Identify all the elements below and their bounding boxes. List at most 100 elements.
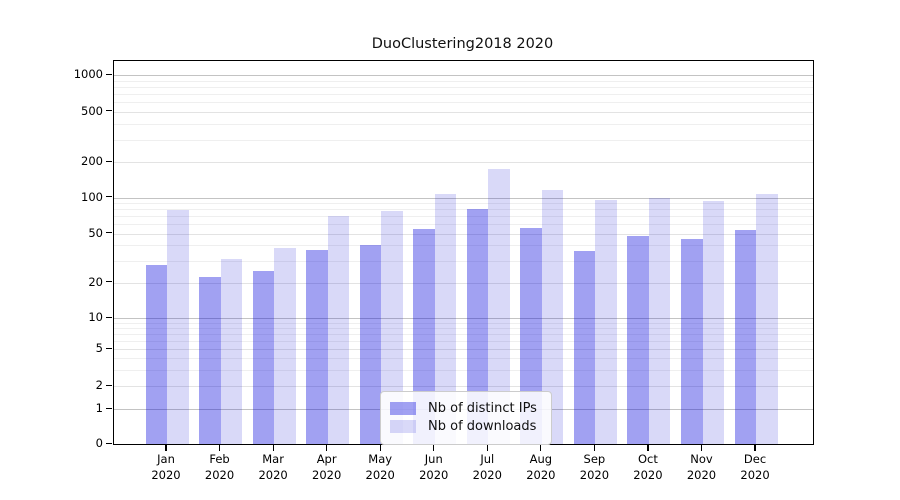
y-tick-mark-500	[106, 110, 112, 112]
y-tick-label-1000: 1000	[73, 67, 103, 81]
gridline-3	[114, 369, 813, 371]
gridline-300	[114, 139, 813, 141]
x-tick-mark-sep	[593, 445, 595, 451]
gridline-800	[114, 86, 813, 88]
bar-distinct-ips-sep-2020	[573, 251, 596, 444]
bar-distinct-ips-aug-2020	[520, 227, 542, 444]
gridline-70	[114, 216, 813, 218]
bar-distinct-ips-jul-2020	[466, 209, 489, 444]
y-tick-label-100: 100	[81, 189, 103, 204]
bar-downloads-jul-2020	[488, 168, 510, 444]
bar-distinct-ips-jun-2020	[413, 228, 435, 444]
gridline-100	[114, 197, 813, 199]
x-tick-label-aug: Aug 2020	[526, 452, 556, 482]
x-tick-mark-feb	[218, 445, 221, 451]
y-tick-mark-20	[106, 281, 112, 283]
bar-downloads-oct-2020	[648, 198, 671, 444]
x-tick-mark-dec	[754, 445, 756, 451]
gridline-9	[114, 322, 813, 324]
gridline-400	[114, 123, 813, 125]
gridline-8	[114, 327, 813, 329]
bar-distinct-ips-may-2020	[359, 245, 382, 444]
x-tick-label-dec: Dec 2020	[740, 452, 770, 482]
legend-item-distinct-ips: Nb of distinct IPs	[390, 401, 537, 416]
y-tick-label-50: 50	[88, 225, 103, 240]
gridline-6	[114, 340, 813, 342]
gridline-10	[114, 318, 813, 319]
y-tick-label-200: 200	[81, 154, 103, 168]
bar-downloads-sep-2020	[595, 200, 617, 444]
bar-distinct-ips-jan-2020	[145, 264, 167, 444]
gridline-60	[114, 224, 813, 226]
bar-downloads-feb-2020	[220, 259, 243, 444]
x-tick-label-sep: Sep 2020	[579, 452, 610, 482]
bar-distinct-ips-mar-2020	[252, 270, 275, 444]
gridline-20	[114, 282, 813, 284]
x-tick-mark-jul	[486, 445, 488, 451]
bar-downloads-jun-2020	[434, 193, 457, 444]
y-tick-mark-50	[106, 232, 112, 234]
gridline-7	[114, 333, 813, 335]
x-tick-label-oct: Oct 2020	[633, 452, 663, 482]
y-tick-label-2: 2	[95, 378, 103, 392]
x-tick-mark-oct	[647, 445, 649, 451]
legend-swatch-downloads	[390, 420, 416, 433]
x-tick-label-mar: Mar 2020	[258, 452, 288, 482]
x-tick-mark-nov	[700, 445, 703, 451]
x-tick-mark-jan	[165, 445, 167, 451]
gridline-50	[114, 233, 813, 235]
y-tick-label-1: 1	[95, 401, 103, 415]
legend-swatch-distinct-ips	[390, 402, 416, 415]
gridline-2	[114, 386, 813, 387]
gridline-40	[114, 245, 813, 247]
y-tick-mark-5	[106, 347, 112, 349]
gridline-1000	[114, 75, 813, 76]
gridline-80	[114, 209, 813, 211]
y-tick-mark-10	[106, 316, 112, 318]
bar-distinct-ips-feb-2020	[199, 277, 221, 444]
x-tick-label-feb: Feb 2020	[204, 452, 235, 482]
y-tick-label-0: 0	[95, 436, 103, 450]
x-tick-label-may: May 2020	[365, 452, 395, 482]
plot-area	[113, 60, 814, 445]
y-tick-label-20: 20	[88, 274, 103, 289]
bar-downloads-nov-2020	[702, 201, 724, 444]
gridline-4	[114, 358, 813, 359]
bar-downloads-apr-2020	[327, 216, 350, 444]
gridline-600	[114, 101, 813, 103]
x-tick-mark-jun	[433, 445, 435, 451]
y-tick-label-500: 500	[81, 103, 103, 118]
x-tick-label-jul: Jul 2020	[472, 452, 502, 482]
bar-downloads-aug-2020	[541, 189, 564, 444]
bar-downloads-jan-2020	[167, 210, 189, 444]
legend-label-distinct-ips: Nb of distinct IPs	[428, 401, 537, 416]
bar-distinct-ips-oct-2020	[627, 235, 649, 444]
bar-distinct-ips-nov-2020	[681, 239, 703, 444]
x-tick-mark-aug	[540, 445, 542, 451]
x-tick-label-jan: Jan 2020	[151, 452, 181, 482]
bar-downloads-dec-2020	[756, 194, 778, 444]
chart-title: DuoClustering2018 2020	[371, 36, 554, 52]
y-tick-mark-100	[106, 196, 112, 198]
bar-distinct-ips-apr-2020	[306, 249, 328, 444]
x-tick-label-jun: Jun 2020	[419, 452, 449, 482]
bar-downloads-mar-2020	[274, 248, 296, 444]
gridline-700	[114, 93, 813, 95]
y-tick-mark-1	[106, 407, 112, 409]
legend: Nb of distinct IPs Nb of downloads	[380, 391, 552, 445]
bar-distinct-ips-dec-2020	[734, 229, 757, 444]
gridline-900	[114, 80, 813, 82]
gridline-90	[114, 202, 813, 204]
gridline-200	[114, 162, 813, 163]
gridline-5	[114, 349, 813, 350]
y-tick-mark-200	[106, 160, 112, 162]
bar-downloads-may-2020	[381, 211, 403, 444]
x-tick-label-nov: Nov 2020	[686, 452, 717, 482]
y-tick-label-5: 5	[95, 341, 103, 355]
legend-label-downloads: Nb of downloads	[428, 419, 537, 434]
legend-item-downloads: Nb of downloads	[390, 419, 537, 434]
x-tick-mark-may	[379, 445, 381, 451]
y-tick-mark-2	[106, 384, 112, 386]
x-tick-mark-mar	[272, 445, 274, 451]
